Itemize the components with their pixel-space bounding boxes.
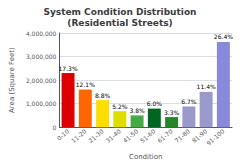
svg-text:61-70: 61-70 [156,127,174,144]
svg-text:4,000,000: 4,000,000 [26,30,57,37]
svg-text:71-80: 71-80 [173,127,191,144]
svg-text:2,000,000: 2,000,000 [26,77,57,84]
svg-text:11.4%: 11.4% [197,83,216,90]
svg-text:3,000,000: 3,000,000 [26,53,57,60]
svg-text:91-100: 91-100 [205,127,226,146]
svg-text:0: 0 [53,124,57,131]
svg-text:81-90: 81-90 [190,127,209,145]
svg-text:6.7%: 6.7% [181,98,197,105]
svg-text:51-60: 51-60 [139,127,157,144]
svg-text:12.1%: 12.1% [76,81,95,88]
svg-text:8.8%: 8.8% [95,92,111,99]
svg-text:17.3%: 17.3% [59,65,78,72]
svg-text:0-10: 0-10 [55,127,70,141]
svg-text:26.4%: 26.4% [214,33,233,40]
svg-text:3.3%: 3.3% [164,109,180,116]
svg-text:11-20: 11-20 [70,127,88,144]
svg-text:1,000,000: 1,000,000 [26,100,57,107]
svg-text:41-50: 41-50 [121,127,139,144]
svg-text:3.8%: 3.8% [129,107,145,114]
svg-text:5.2%: 5.2% [112,103,128,110]
svg-text:6.0%: 6.0% [147,100,163,107]
svg-text:Condition: Condition [129,153,162,161]
svg-text:System Condition Distribution: System Condition Distribution [43,7,196,17]
svg-text:21-30: 21-30 [87,127,105,144]
svg-text:Area (Square Feet): Area (Square Feet) [8,47,16,113]
svg-text:31-40: 31-40 [104,127,122,144]
svg-text:(Residential Streets): (Residential Streets) [67,18,172,28]
